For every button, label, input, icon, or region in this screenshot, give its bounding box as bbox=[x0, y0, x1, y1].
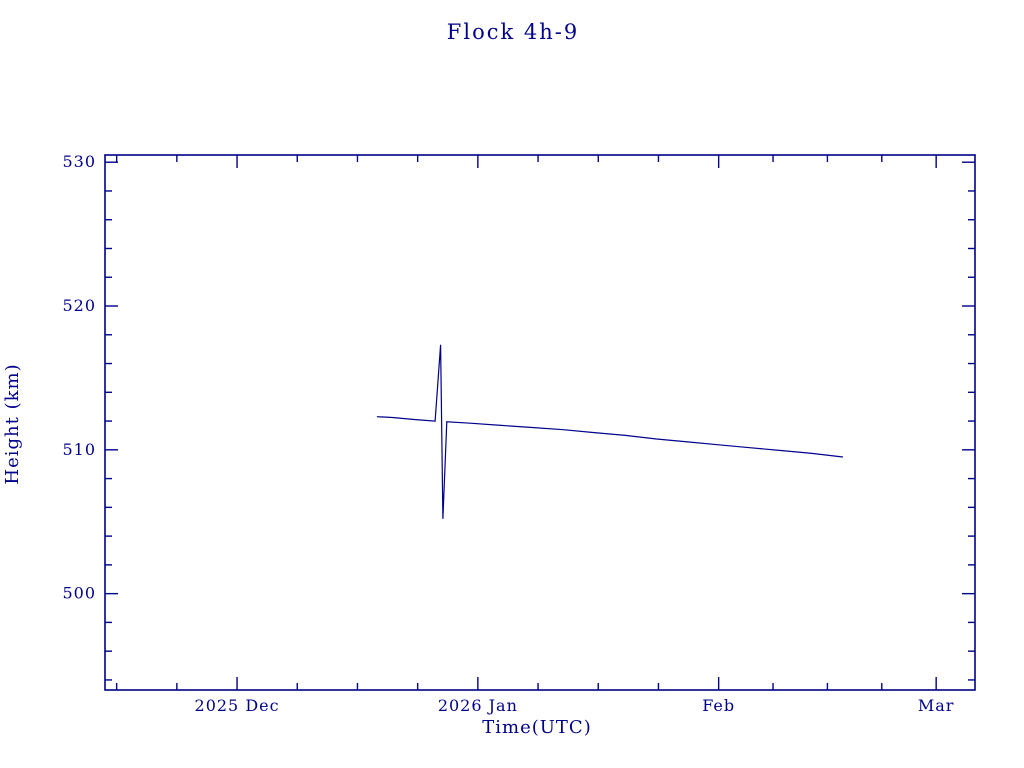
tick-marks bbox=[105, 155, 975, 690]
height-km-line bbox=[376, 344, 843, 519]
y-tick-label: 500 bbox=[62, 584, 96, 603]
x-axis-label: Time(UTC) bbox=[482, 717, 591, 738]
x-tick-label: Feb bbox=[702, 696, 735, 715]
plot-frame bbox=[104, 154, 976, 691]
y-tick-label: 520 bbox=[62, 296, 96, 315]
data-series bbox=[376, 344, 843, 519]
tick-labels: 2025 Dec 2026 Jan Feb Mar 500 510 520 530 bbox=[62, 152, 955, 715]
y-axis-label: Height (km) bbox=[2, 363, 23, 484]
y-tick-label: 530 bbox=[62, 152, 96, 171]
y-tick-label: 510 bbox=[62, 440, 96, 459]
x-tick-label: Mar bbox=[918, 696, 955, 715]
chart-title: Flock 4h-9 bbox=[447, 20, 579, 44]
axes bbox=[104, 154, 976, 691]
x-tick-label: 2026 Jan bbox=[438, 696, 518, 715]
x-tick-label: 2025 Dec bbox=[195, 696, 280, 715]
